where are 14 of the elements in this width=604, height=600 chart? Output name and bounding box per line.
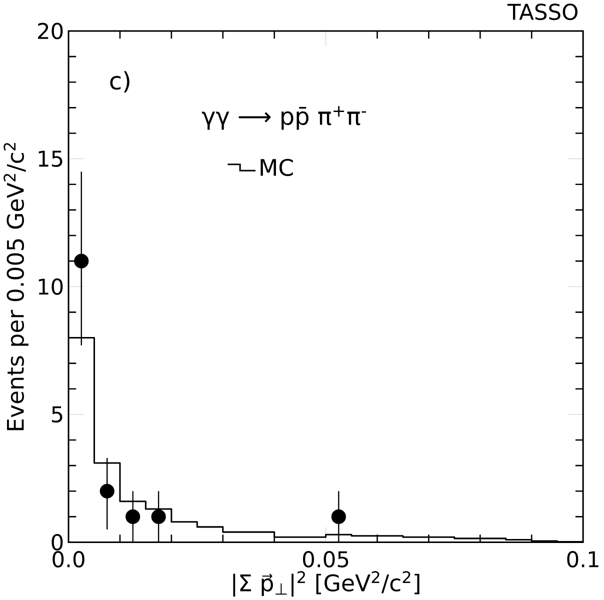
y-tick-label: 5: [52, 406, 62, 422]
y-tick-label: 10: [38, 278, 63, 295]
x-tick-label: 0.05: [303, 550, 348, 568]
text: |Σ p⃗$_{⊥}$|$^{2}$ [GeV$^{2}$/c$^{2}$]: [233, 571, 420, 596]
chart-title: TASSO: [507, 4, 578, 20]
y-tick-label: 20: [38, 22, 63, 40]
x-tick-label: 0.1: [567, 550, 598, 568]
y-tick-label: 15: [38, 150, 62, 167]
legend-label: MC: [260, 158, 293, 176]
y-tick-label: 0: [52, 534, 63, 550]
y-axis-title: Events per 0.005 GeV$^{2}$/c$^{2}$: [4, 142, 28, 430]
annotation: γγ ⟶ pp̄ π$^{+}$π$^{-}$: [202, 106, 366, 130]
annotation: c): [110, 71, 130, 92]
x-tick-label: 0.0: [52, 550, 84, 568]
